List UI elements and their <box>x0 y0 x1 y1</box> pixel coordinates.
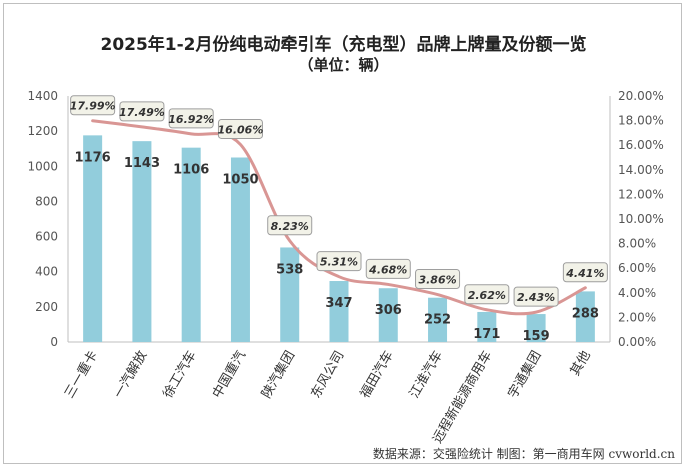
bar-value-label: 252 <box>424 313 451 328</box>
bar <box>181 147 201 342</box>
y-right-tick-label: 0.00% <box>618 335 656 349</box>
bar <box>132 141 152 342</box>
bar <box>477 311 497 342</box>
y-right-tick-label: 16.00% <box>618 138 664 152</box>
share-label-box <box>316 251 362 272</box>
share-label: 3.86% <box>418 274 456 287</box>
category-label: 江淮汽车 <box>406 348 446 401</box>
bar-value-label: 159 <box>523 329 550 344</box>
share-label-box <box>562 262 608 283</box>
bar <box>280 247 300 342</box>
share-label-box <box>70 95 116 116</box>
bar-value-label: 538 <box>276 262 303 277</box>
y-right-tick-label: 12.00% <box>618 187 664 201</box>
y-left-tick-label: 400 <box>35 265 58 279</box>
bar-value-label: 288 <box>572 306 599 321</box>
bar-value-label: 171 <box>473 327 500 342</box>
share-label-box <box>267 215 313 236</box>
category-label: 一汽解放 <box>111 349 150 402</box>
chart-subtitle: （单位：辆） <box>298 56 389 74</box>
y-left-tick-label: 800 <box>35 194 58 208</box>
share-label: 16.06% <box>218 123 264 136</box>
chart-frame <box>3 3 682 464</box>
chart-title: 2025年1-2月份纯电动牵引车（充电型）品牌上牌量及份额一览 <box>100 35 587 55</box>
bar <box>575 291 595 342</box>
category-label: 福田汽车 <box>357 348 397 401</box>
category-label: 徐工汽车 <box>160 348 200 401</box>
category-label: 三一重卡 <box>61 348 101 401</box>
y-right-tick-label: 10.00% <box>618 212 664 226</box>
share-label: 5.31% <box>320 256 358 269</box>
bar <box>526 314 546 342</box>
bar <box>230 157 250 342</box>
bar <box>83 135 103 342</box>
share-label-box <box>217 118 263 139</box>
bar <box>329 281 349 342</box>
share-label: 17.49% <box>119 106 165 119</box>
category-label: 其他 <box>568 349 594 379</box>
y-right-tick-label: 18.00% <box>618 114 664 128</box>
share-label-box <box>464 284 510 305</box>
bar-value-label: 1106 <box>173 163 209 178</box>
data-source: 数据来源：交强险统计 制图：第一商用车网 cvworld.cn <box>372 447 675 461</box>
category-label: 宇通集团 <box>505 348 545 401</box>
share-label-box <box>168 108 214 129</box>
share-label: 4.68% <box>368 263 407 276</box>
share-label-box <box>119 101 165 122</box>
bar-value-label: 306 <box>375 303 402 318</box>
y-right-tick-label: 8.00% <box>618 237 656 251</box>
bar-value-label: 1176 <box>75 150 111 165</box>
bar-value-label: 1143 <box>124 156 160 171</box>
bar-value-label: 347 <box>325 296 352 311</box>
share-label-box <box>415 269 461 290</box>
y-right-tick-label: 2.00% <box>618 310 656 324</box>
share-label-box <box>513 286 559 307</box>
y-left-tick-label: 0 <box>50 335 58 349</box>
share-label-box <box>365 258 411 279</box>
share-label: 4.41% <box>565 267 604 280</box>
y-right-tick-label: 6.00% <box>618 261 656 275</box>
y-left-tick-label: 1200 <box>27 124 58 138</box>
y-left-tick-label: 200 <box>35 300 58 314</box>
y-right-tick-label: 20.00% <box>618 89 664 103</box>
share-label: 8.23% <box>271 220 309 233</box>
category-label: 中国重汽 <box>209 348 249 401</box>
share-line <box>91 119 587 316</box>
y-right-tick-label: 4.00% <box>618 286 656 300</box>
y-right-tick-label: 14.00% <box>618 163 664 177</box>
bar-value-label: 1050 <box>222 173 258 188</box>
category-label: 陕汽集团 <box>258 348 298 401</box>
share-label: 2.62% <box>468 289 506 302</box>
share-label: 16.92% <box>168 113 214 126</box>
share-label: 2.43% <box>517 291 555 304</box>
share-label: 17.99% <box>70 100 116 113</box>
bar <box>428 297 448 342</box>
bar <box>378 288 398 342</box>
y-left-tick-label: 1400 <box>27 89 58 103</box>
y-left-tick-label: 1000 <box>27 159 58 173</box>
category-label: 东风公司 <box>308 349 347 402</box>
y-left-tick-label: 600 <box>35 230 58 244</box>
